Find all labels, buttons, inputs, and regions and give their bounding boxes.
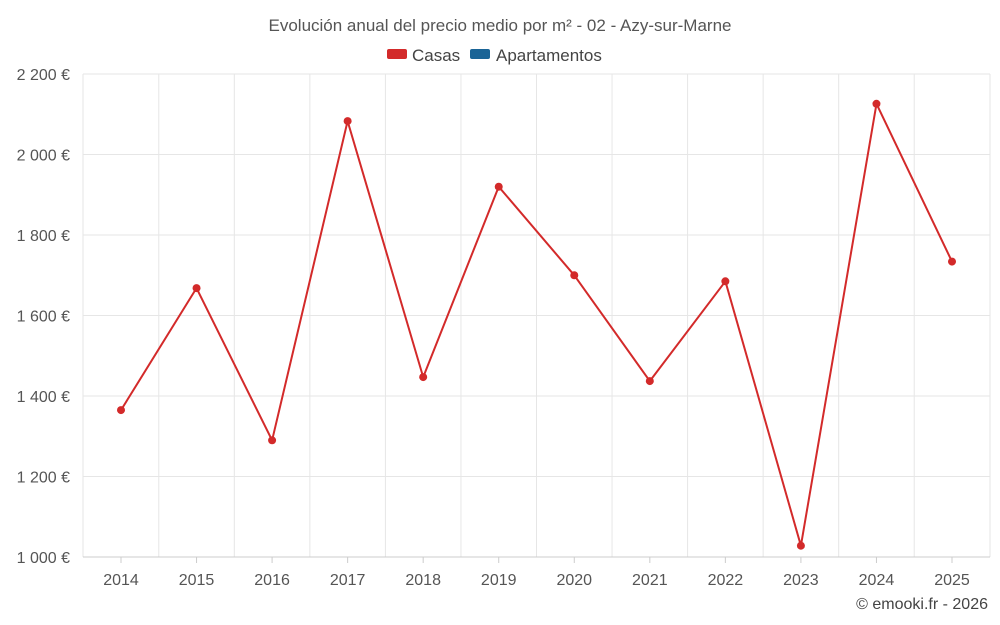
x-tick-label: 2020 — [556, 572, 592, 589]
x-tick-label: 2018 — [405, 572, 441, 589]
data-point-casas-2022[interactable] — [721, 277, 730, 286]
data-point-casas-2021[interactable] — [645, 377, 654, 386]
data-point-casas-2018[interactable] — [419, 373, 428, 382]
legend: Casas Apartamentos — [387, 46, 602, 65]
y-tick-label: 2 000 € — [17, 148, 70, 165]
data-point-casas-2024[interactable] — [872, 99, 881, 108]
y-tick-label: 1 400 € — [17, 389, 70, 406]
y-tick-label: 1 000 € — [17, 550, 70, 567]
data-point-casas-2025[interactable] — [948, 257, 956, 266]
y-axis-labels: 1 000 € 1 200 € 1 400 € 1 600 € 1 800 € 2 000… — [17, 67, 70, 567]
x-tick-label: 2024 — [859, 572, 895, 589]
legend-item-casas[interactable]: Casas — [387, 46, 460, 65]
x-tick-label: 2019 — [481, 572, 517, 589]
data-point-casas-2015[interactable] — [192, 284, 201, 293]
data-point-casas-2023[interactable] — [796, 541, 805, 550]
x-tick-label: 2015 — [179, 572, 215, 589]
x-tick-label: 2023 — [783, 572, 819, 589]
legend-swatch-casas — [387, 49, 407, 59]
y-tick-label: 2 200 € — [17, 67, 70, 84]
data-point-casas-2019[interactable] — [494, 182, 503, 191]
chart-title: Evolución anual del precio medio por m² … — [269, 16, 732, 35]
legend-label-apartamentos: Apartamentos — [496, 46, 602, 65]
x-tick-label: 2022 — [708, 572, 744, 589]
y-tick-label: 1 200 € — [17, 470, 70, 487]
x-tick-label: 2017 — [330, 572, 366, 589]
credit-text: © emooki.fr - 2026 — [856, 596, 988, 613]
x-tick-label: 2016 — [254, 572, 290, 589]
series-casas — [117, 99, 956, 550]
x-gridlines — [82, 74, 991, 563]
x-tick-label: 2014 — [103, 572, 139, 589]
data-point-casas-2016[interactable] — [268, 436, 277, 445]
data-point-casas-2017[interactable] — [343, 117, 352, 126]
data-point-casas-2020[interactable] — [570, 271, 579, 280]
x-tick-label: 2025 — [934, 572, 970, 589]
data-point-casas-2014[interactable] — [117, 406, 125, 415]
x-tick-label: 2021 — [632, 572, 668, 589]
legend-label-casas: Casas — [412, 46, 460, 65]
legend-swatch-apartamentos — [470, 49, 490, 59]
series-line-casas — [120, 102, 953, 547]
y-tick-label: 1 600 € — [17, 309, 70, 326]
legend-item-apartamentos[interactable]: Apartamentos — [470, 46, 602, 65]
x-axis-labels: 2014 2015 2016 2017 2018 2019 2020 2021 2022 2023… — [103, 572, 970, 589]
y-tick-label: 1 800 € — [17, 228, 70, 245]
